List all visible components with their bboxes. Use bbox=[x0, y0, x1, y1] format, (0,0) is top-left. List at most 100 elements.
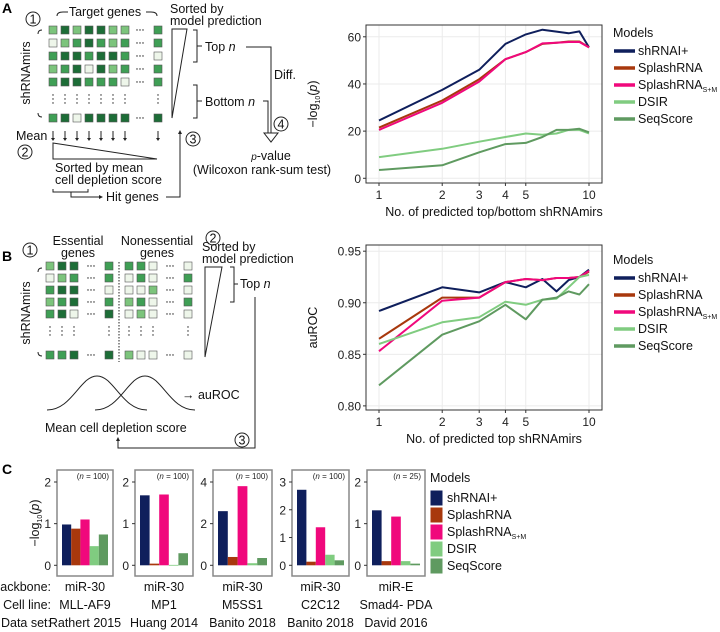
x-tick-label: 2 bbox=[439, 188, 446, 202]
bottom-n-label: Bottom n bbox=[205, 95, 255, 109]
ellipsis-dot bbox=[140, 330, 142, 332]
heatmap-cell bbox=[136, 350, 146, 360]
bar-splashrna-s-m bbox=[391, 516, 401, 566]
ellipsis-dot bbox=[61, 330, 63, 332]
legend-label: DSIR bbox=[638, 322, 668, 336]
series-line-shrnai- bbox=[378, 268, 590, 312]
legend-label: SplashRNA bbox=[638, 288, 703, 302]
cell-line-value: Smad4- PDA bbox=[360, 598, 434, 612]
bar-shrnai- bbox=[218, 511, 228, 566]
heatmap-cell bbox=[48, 77, 58, 87]
legend-item: SeqScore bbox=[614, 112, 693, 126]
bar-seqscore bbox=[410, 563, 420, 566]
panel-label-a: A bbox=[2, 0, 12, 16]
heatmap-cell bbox=[124, 309, 134, 319]
ellipsis-dot bbox=[139, 68, 141, 70]
legend-label: SplashRNAS+M bbox=[638, 78, 717, 94]
arrow-down-icon bbox=[99, 138, 103, 141]
bar-subplot: 0 1 2 (n = 25) miR-E Smad4- PDA David 2016 bbox=[354, 469, 434, 630]
diff-arrow-icon bbox=[262, 132, 280, 143]
panel-label-b: B bbox=[2, 248, 12, 264]
n-label: (n = 100) bbox=[313, 472, 346, 481]
ellipsis-dot bbox=[87, 301, 89, 303]
ellipsis-dot bbox=[142, 68, 144, 70]
target-genes-label: Target genes bbox=[69, 5, 141, 19]
heatmap-cell bbox=[96, 77, 106, 87]
heatmap-cell bbox=[57, 350, 67, 360]
legend-label-subscript: S+M bbox=[512, 534, 527, 541]
sorted-by-label-b: Sorted by bbox=[202, 240, 256, 254]
step-3-label: 3 bbox=[190, 133, 197, 147]
bar-subplot: 0 2 4 (n = 100) miR-30 M5SS1 Banito 2018 bbox=[200, 469, 276, 630]
ellipsis-dot bbox=[112, 98, 114, 100]
bar-splashrna bbox=[306, 561, 316, 566]
heatmap-cell bbox=[104, 273, 114, 283]
p-value-label: p-value bbox=[250, 149, 291, 163]
heatmap-cell bbox=[45, 350, 55, 360]
heatmap-cell bbox=[136, 309, 146, 319]
bar-subplot: 0 1 2 (n = 100) miR-30 MP1 Huang 2014 bbox=[122, 469, 198, 630]
legend-label-name: DSIR bbox=[638, 322, 668, 336]
y-tick-label: 0.95 bbox=[338, 245, 362, 259]
y-tick-label: 0 bbox=[354, 559, 361, 573]
heatmap-cell bbox=[148, 309, 158, 319]
x-tick-label: 3 bbox=[476, 415, 483, 429]
ellipsis-dot bbox=[88, 94, 90, 96]
heatmap-cell bbox=[60, 113, 70, 123]
heatmap-cell bbox=[108, 51, 118, 61]
heatmap-cell bbox=[96, 113, 106, 123]
essential-label: Essential bbox=[53, 234, 104, 248]
y-tick-label: 1 bbox=[354, 517, 361, 531]
legend-label: DSIR bbox=[638, 95, 668, 109]
ellipsis-dot bbox=[93, 301, 95, 303]
heatmap-cell bbox=[148, 261, 158, 271]
model-prediction-label-b: model prediction bbox=[202, 252, 294, 266]
heatmap-cell bbox=[84, 38, 94, 48]
legend-item: SplashRNA bbox=[614, 61, 703, 75]
backbone-value: miR-30 bbox=[65, 580, 105, 594]
data-set-value: Huang 2014 bbox=[130, 616, 198, 630]
ellipsis-dot bbox=[100, 102, 102, 104]
ellipsis-dot bbox=[88, 98, 90, 100]
diff-label: Diff. bbox=[274, 68, 296, 82]
legend-item: SplashRNA bbox=[429, 506, 512, 524]
ellipsis-dot bbox=[140, 326, 142, 328]
x-tick-label: 2 bbox=[439, 415, 446, 429]
ellipsis-dot bbox=[76, 94, 78, 96]
plot-border bbox=[365, 24, 603, 184]
legend-label: SplashRNAS+M bbox=[638, 305, 717, 321]
heatmap-cell bbox=[72, 77, 82, 87]
ellipsis-dot bbox=[152, 326, 154, 328]
heatmap-cell bbox=[45, 285, 55, 295]
y-tick-label: 0.90 bbox=[338, 296, 362, 310]
heatmap-cell bbox=[153, 77, 163, 87]
y-tick-label: 0 bbox=[44, 559, 51, 573]
legend-label-name: shRNAI+ bbox=[447, 491, 497, 505]
y-tick-label: 1 bbox=[279, 531, 286, 545]
legend-title: Models bbox=[613, 253, 653, 267]
model-prediction-label: model prediction bbox=[170, 14, 262, 28]
heatmap-cell bbox=[45, 297, 55, 307]
ellipsis-dot bbox=[93, 354, 95, 356]
bar-shrnai- bbox=[62, 524, 72, 566]
heatmap-cell bbox=[104, 261, 114, 271]
ellipsis-dot bbox=[136, 117, 138, 119]
ellipsis-dot bbox=[187, 326, 189, 328]
ellipsis-dot bbox=[128, 330, 130, 332]
heatmap-cell bbox=[72, 51, 82, 61]
bar-shrnai- bbox=[297, 489, 307, 566]
series-line-seqscore bbox=[378, 283, 590, 387]
legend-swatch bbox=[429, 540, 444, 558]
heatmap-cell bbox=[60, 64, 70, 74]
ellipsis-dot bbox=[124, 102, 126, 104]
legend-item: SeqScore bbox=[614, 339, 693, 353]
step-1-label: 1 bbox=[30, 13, 37, 27]
n-label-value: = 100) bbox=[164, 472, 189, 481]
heatmap-cell bbox=[183, 350, 193, 360]
heatmap-cell bbox=[45, 261, 55, 271]
ellipsis-dot bbox=[139, 81, 141, 83]
legend-label: shRNAI+ bbox=[638, 271, 688, 285]
heatmap-cell bbox=[124, 350, 134, 360]
